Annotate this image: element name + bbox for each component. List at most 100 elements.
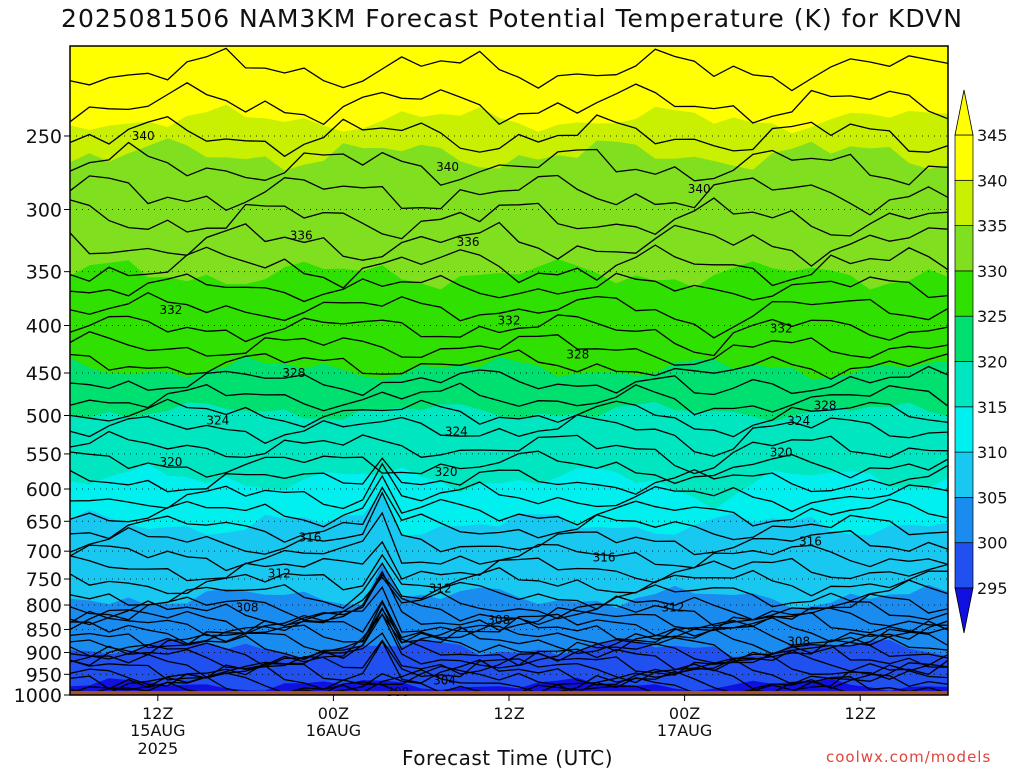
contour-line xyxy=(69,47,949,92)
contour-label: 308 xyxy=(487,613,510,627)
contour-line xyxy=(69,640,949,687)
x-tick-date: 17AUG xyxy=(657,721,712,740)
x-tick-label: 00Z xyxy=(318,704,349,723)
contour-label: 308 xyxy=(787,635,810,649)
colorbar-seg xyxy=(954,270,974,317)
contour-line xyxy=(69,244,949,289)
colorbar-label: 340 xyxy=(977,171,1008,190)
contour-line xyxy=(69,114,949,158)
y-tick-label: 850 xyxy=(26,619,62,641)
contour-line xyxy=(69,486,949,543)
colorbar: 295 300 305 310 315 320 325 330 335 340 345 xyxy=(954,89,1008,634)
fill-band-0 xyxy=(70,677,948,695)
contour-line xyxy=(69,82,949,126)
y-tick-label: 1000 xyxy=(14,685,62,707)
colorbar-seg xyxy=(954,542,974,589)
contour-line xyxy=(69,382,949,416)
colorbar-label: 310 xyxy=(977,443,1008,462)
contour-label: 320 xyxy=(770,445,793,459)
x-tick-date: 15AUG xyxy=(130,721,185,740)
contour-line xyxy=(69,398,949,438)
contour-line xyxy=(69,272,949,303)
x-tick-label: 12Z xyxy=(142,704,173,723)
contour-label: 324 xyxy=(787,414,810,428)
colorbar-label: 300 xyxy=(977,534,1008,553)
x-tick-label: 12Z xyxy=(845,704,876,723)
contour-line xyxy=(69,585,949,638)
contour-label: 328 xyxy=(566,348,589,362)
contour-label: 312 xyxy=(661,601,684,615)
contour-label: 320 xyxy=(160,455,183,469)
y-tick-label: 450 xyxy=(26,363,62,385)
colorbar-seg xyxy=(954,361,974,408)
colorbar-label: 320 xyxy=(977,353,1008,372)
y-tick-label: 500 xyxy=(26,405,62,427)
contour-line xyxy=(69,600,949,652)
colorbar-seg xyxy=(954,497,974,544)
y-tick-label: 550 xyxy=(26,444,62,466)
contour-line xyxy=(69,141,949,186)
contour-label: 340 xyxy=(688,182,711,196)
y-tick-label: 750 xyxy=(26,569,62,591)
colorbar-seg xyxy=(954,179,974,226)
contour-label: 340 xyxy=(132,129,155,143)
contour-label: 312 xyxy=(429,582,452,596)
contour-line xyxy=(69,174,949,216)
y-tick-label: 400 xyxy=(26,316,62,338)
chart-title: 2025081506 NAM3KM Forecast Potential Tem… xyxy=(61,4,963,33)
x-tick-label: 12Z xyxy=(493,704,524,723)
terrain-ground xyxy=(70,690,948,695)
contour-label: 320 xyxy=(435,465,458,479)
colorbar-label: 325 xyxy=(977,307,1008,326)
contour-label: 316 xyxy=(593,550,616,564)
y-tick-label: 700 xyxy=(26,541,62,563)
contour-labels: 340 340 340 336 336 332 332 332 328 328 328 324 324 3… xyxy=(132,129,837,699)
contour-line xyxy=(69,613,949,671)
contour-line xyxy=(69,457,949,495)
contour-line xyxy=(69,570,949,635)
theta-fill-bands xyxy=(70,46,948,696)
contour-line xyxy=(69,575,949,621)
contour-line xyxy=(69,462,949,513)
contour-label: 324 xyxy=(206,413,229,427)
colorbar-label: 305 xyxy=(977,488,1008,507)
colorbar-seg xyxy=(954,406,974,453)
contour-line xyxy=(69,474,949,528)
contour-label: 332 xyxy=(498,313,521,327)
y-tick-label: 900 xyxy=(26,643,62,665)
contour-line xyxy=(69,330,949,366)
colorbar-label: 345 xyxy=(977,126,1008,145)
y-tick-label: 350 xyxy=(26,262,62,284)
contour-line xyxy=(69,221,949,267)
contour-label: 336 xyxy=(290,229,313,243)
colorbar-seg xyxy=(954,451,974,498)
contour-label: 316 xyxy=(299,531,322,545)
contour-label: 328 xyxy=(814,399,837,413)
contour-line xyxy=(69,291,949,339)
x-tick-date: 16AUG xyxy=(306,721,361,740)
contour-label: 304 xyxy=(433,674,456,688)
contour-label: 340 xyxy=(436,160,459,174)
credit-link[interactable]: coolwx.com/models xyxy=(826,748,992,766)
contour-label: 332 xyxy=(770,322,793,336)
y-tick-label: 600 xyxy=(26,479,62,501)
contour-line xyxy=(69,491,949,556)
y-tick-label: 650 xyxy=(26,511,62,533)
y-tick-label: 250 xyxy=(26,126,62,148)
contour-label: 332 xyxy=(160,303,183,317)
x-tick-year: 2025 xyxy=(137,739,178,758)
contour-line xyxy=(69,668,949,694)
contour-label: 308 xyxy=(236,601,259,615)
contour-line xyxy=(69,511,949,572)
contour-line xyxy=(69,606,949,656)
colorbar-label: 335 xyxy=(977,217,1008,236)
contour-line xyxy=(69,553,949,597)
colorbar-label: 295 xyxy=(977,579,1008,598)
contour-label: 328 xyxy=(282,366,305,380)
contour-line xyxy=(69,197,949,240)
contour-line xyxy=(69,430,949,475)
contour-line xyxy=(69,599,949,645)
colorbar-label: 315 xyxy=(977,398,1008,417)
